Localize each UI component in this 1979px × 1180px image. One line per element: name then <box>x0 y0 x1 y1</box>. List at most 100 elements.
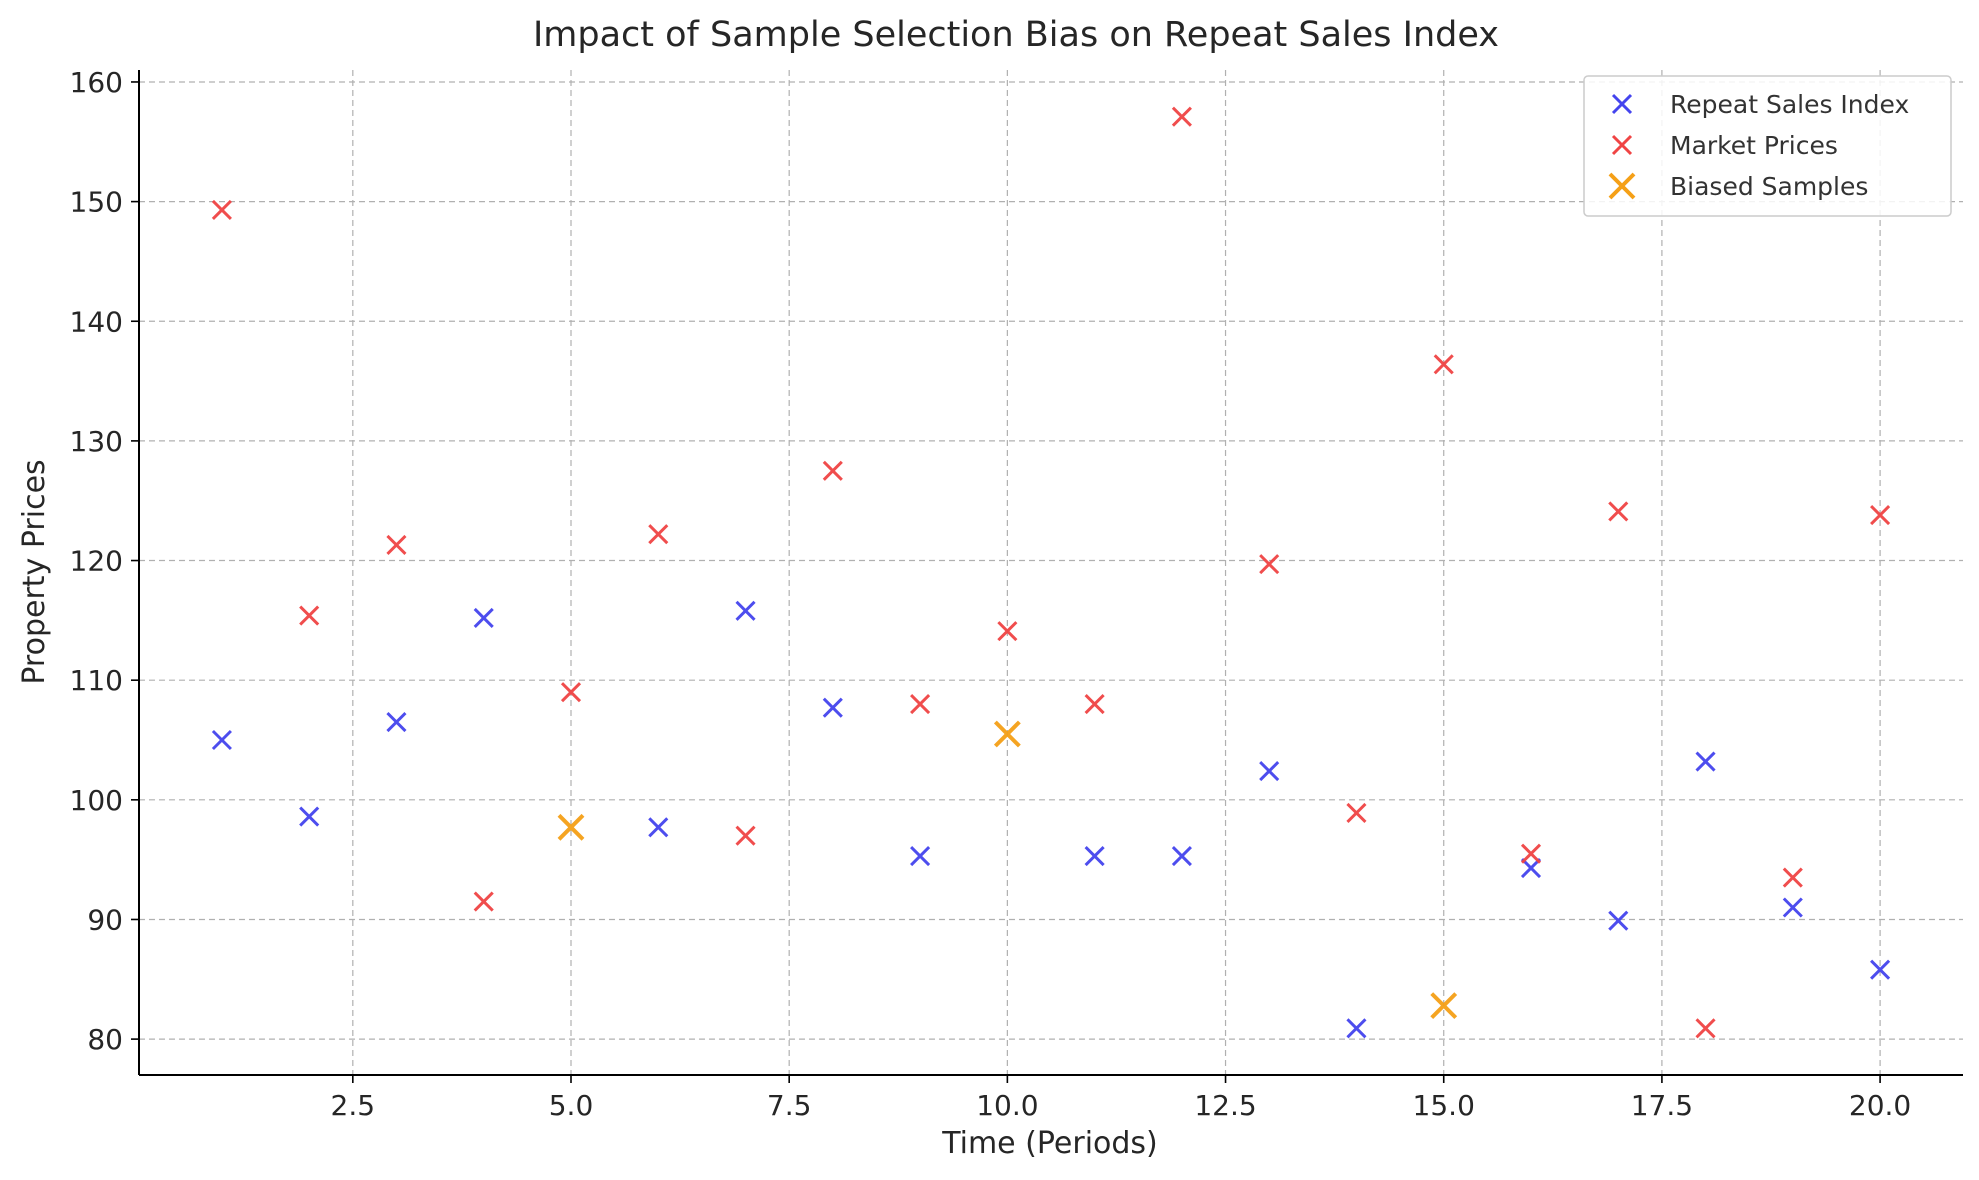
x-tick-label: 2.5 <box>331 1089 376 1122</box>
data-point <box>822 460 843 481</box>
legend-marker <box>1611 93 1633 115</box>
marker-stroke <box>822 697 843 718</box>
marker-stroke <box>993 720 1021 748</box>
marker-stroke <box>997 621 1018 642</box>
marker-stroke <box>386 711 407 733</box>
y-tick-label: 150 <box>70 186 123 219</box>
marker-stroke <box>1782 867 1803 888</box>
marker-stroke <box>1695 1018 1716 1039</box>
legend: Repeat Sales Index Market Prices Biased Sa… <box>1583 75 1952 217</box>
legend-box <box>1583 75 1952 217</box>
legend-marker <box>1611 134 1633 156</box>
x-tick-label: 20.0 <box>1849 1089 1911 1122</box>
marker-stroke <box>735 600 756 621</box>
data-point <box>211 729 232 751</box>
x-tick-label: 17.5 <box>1631 1089 1693 1122</box>
marker-stroke <box>1433 354 1454 375</box>
legend-marker <box>1608 172 1636 200</box>
data-point <box>211 199 232 221</box>
x-axis-label: Time (Periods) <box>941 1126 1158 1161</box>
marker-stroke <box>1259 554 1280 575</box>
marker-stroke <box>473 891 494 912</box>
tick-labels: 2.5 5.0 7.5 10.0 12.5 15.0 17.5 20.0 80 90 100 110 1… <box>70 66 1912 1122</box>
y-tick-label: 160 <box>70 66 123 99</box>
data-point <box>1346 1018 1367 1039</box>
marker-stroke <box>299 605 320 626</box>
marker-stroke <box>1259 761 1280 782</box>
data-point <box>735 600 756 621</box>
marker-stroke <box>648 524 669 545</box>
marker-stroke <box>1171 845 1192 867</box>
marker-stroke <box>211 729 232 751</box>
marker-stroke <box>822 460 843 481</box>
marker-stroke <box>299 806 320 827</box>
marker-stroke <box>211 199 232 221</box>
data-point <box>1782 897 1803 918</box>
x-tick-label: 15.0 <box>1413 1089 1475 1122</box>
data-point <box>1870 505 1891 526</box>
x-tick-label: 12.5 <box>1194 1089 1256 1122</box>
marker-stroke <box>1608 910 1629 931</box>
marker-stroke <box>1520 857 1542 879</box>
data-point <box>822 697 843 718</box>
series-biased-samples <box>557 720 1458 1020</box>
data-point <box>735 825 756 846</box>
marker-stroke <box>1084 845 1105 867</box>
data-points <box>211 106 1891 1039</box>
marker-stroke <box>1346 1018 1367 1039</box>
marker-stroke <box>473 607 494 629</box>
axes <box>131 70 1963 1083</box>
marker-stroke <box>735 825 756 846</box>
x-tick-label: 10.0 <box>976 1089 1038 1122</box>
data-point <box>1084 845 1105 867</box>
data-point <box>1695 1018 1716 1039</box>
y-tick-label: 100 <box>70 784 123 817</box>
data-point <box>1608 910 1629 931</box>
data-point <box>648 524 669 545</box>
data-point <box>993 720 1021 748</box>
y-tick-label: 120 <box>70 545 123 578</box>
marker-stroke <box>1608 172 1636 200</box>
series-market-prices <box>211 106 1891 1039</box>
marker-stroke <box>1346 802 1367 824</box>
data-point <box>1870 959 1891 980</box>
marker-stroke <box>1084 694 1105 715</box>
data-point <box>557 813 585 841</box>
marker-stroke <box>386 534 407 556</box>
grid-lines <box>139 70 1963 1075</box>
marker-stroke <box>1870 505 1891 526</box>
data-point <box>910 694 931 715</box>
data-point <box>1259 761 1280 782</box>
marker-stroke <box>1520 843 1542 864</box>
marker-stroke <box>560 682 582 703</box>
marker-stroke <box>910 694 931 715</box>
y-tick-label: 90 <box>87 903 123 936</box>
marker-stroke <box>910 845 931 867</box>
data-point <box>1782 867 1803 888</box>
y-tick-label: 80 <box>87 1023 123 1056</box>
data-point <box>1520 857 1542 879</box>
data-point <box>560 682 582 703</box>
data-point <box>997 621 1018 642</box>
marker-stroke <box>1611 134 1633 156</box>
marker-stroke <box>1608 501 1629 522</box>
marker-stroke <box>1695 751 1716 772</box>
legend-label: Market Prices <box>1670 131 1838 160</box>
data-point <box>1695 751 1716 772</box>
data-point <box>386 711 407 733</box>
y-tick-label: 130 <box>70 425 123 458</box>
data-point <box>910 845 931 867</box>
data-point <box>1430 992 1458 1020</box>
marker-stroke <box>1782 897 1803 918</box>
marker-stroke <box>1171 106 1192 127</box>
x-tick-label: 5.0 <box>549 1089 594 1122</box>
marker-stroke <box>648 817 669 838</box>
series-repeat-sales-index <box>211 600 1891 1039</box>
data-point <box>1433 354 1454 375</box>
marker-stroke <box>1430 992 1458 1020</box>
y-axis-label: Property Prices <box>17 459 52 684</box>
marker-stroke <box>557 813 585 841</box>
marker-stroke <box>1611 93 1633 115</box>
data-point <box>1608 501 1629 522</box>
